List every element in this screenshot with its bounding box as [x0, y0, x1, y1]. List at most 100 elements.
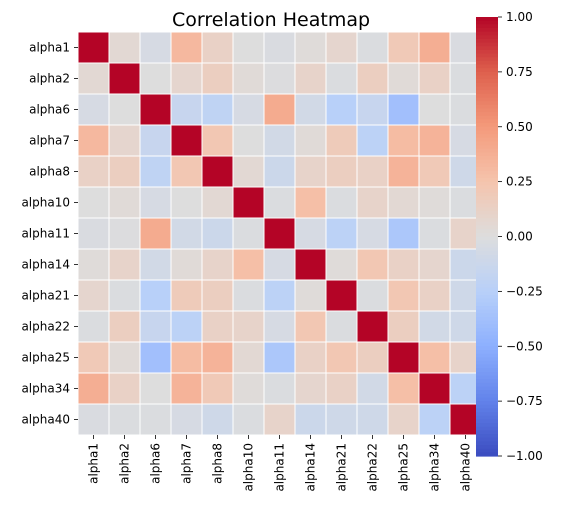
heatmap-cell-alpha7-alpha25 — [387, 124, 420, 157]
heatmap-cell-alpha2-alpha14 — [294, 62, 327, 95]
heatmap-cell-alpha40-alpha7 — [170, 403, 203, 436]
colorbar-segment — [476, 152, 498, 157]
heatmap-cell-alpha25-alpha22 — [356, 341, 389, 374]
colorbar-segment — [476, 240, 498, 245]
colorbar-segment — [476, 419, 498, 424]
heatmap-cell-alpha7-alpha7 — [170, 124, 203, 157]
colorbar-segment — [476, 247, 498, 252]
heatmap-cell-alpha6-alpha14 — [294, 93, 327, 126]
heatmap-cell-alpha8-alpha11 — [263, 155, 296, 188]
heatmap-cell-alpha6-alpha2 — [108, 93, 141, 126]
colorbar-segment — [476, 188, 498, 194]
heatmap-cell-alpha1-alpha8 — [201, 31, 234, 64]
heatmap-cell-alpha14-alpha40 — [449, 248, 482, 281]
heatmap-cell-alpha6-alpha34 — [418, 93, 451, 126]
colorbar-segment — [476, 397, 498, 402]
heatmap-cell-alpha40-alpha25 — [387, 403, 420, 436]
heatmap-cell-alpha10-alpha14 — [294, 186, 327, 219]
x-tick-label-alpha34: alpha34 — [428, 443, 442, 492]
heatmap-cell-alpha14-alpha14 — [294, 248, 327, 281]
colorbar-tick-label: −1.00 — [506, 449, 543, 463]
heatmap-cell-alpha2-alpha11 — [263, 62, 296, 95]
y-tick-label-alpha8: alpha8 — [29, 165, 70, 179]
colorbar-segment — [476, 229, 498, 234]
heatmap-cell-alpha14-alpha34 — [418, 248, 451, 281]
heatmap-cell-alpha25-alpha34 — [418, 341, 451, 374]
y-tick-label-alpha34: alpha34 — [21, 382, 70, 396]
heatmap-cell-alpha22-alpha2 — [108, 310, 141, 343]
colorbar-segment — [476, 368, 498, 373]
colorbar-segment — [476, 214, 498, 219]
y-tick-label-alpha22: alpha22 — [21, 320, 70, 334]
colorbar-segment — [476, 163, 498, 168]
heatmap-cell-alpha21-alpha21 — [325, 279, 358, 312]
colorbar-segment — [476, 104, 498, 110]
heatmap-cell-alpha7-alpha2 — [108, 124, 141, 157]
colorbar-segment — [476, 360, 498, 366]
heatmap-cell-alpha11-alpha8 — [201, 217, 234, 250]
heatmap-cell-alpha7-alpha14 — [294, 124, 327, 157]
heatmap-cell-alpha10-alpha34 — [418, 186, 451, 219]
heatmap-cell-alpha25-alpha25 — [387, 341, 420, 374]
colorbar-segment — [476, 254, 498, 260]
heatmap-cell-alpha22-alpha1 — [77, 310, 110, 343]
heatmap-cell-alpha14-alpha11 — [263, 248, 296, 281]
colorbar-segment — [476, 218, 498, 223]
heatmap-cell-alpha10-alpha11 — [263, 186, 296, 219]
heatmap-cell-alpha8-alpha1 — [77, 155, 110, 188]
heatmap-cell-alpha21-alpha7 — [170, 279, 203, 312]
heatmap-cell-alpha7-alpha1 — [77, 124, 110, 157]
colorbar-segment — [476, 313, 498, 318]
heatmap-cell-alpha21-alpha8 — [201, 279, 234, 312]
colorbar-segment — [476, 338, 498, 344]
heatmap-cell-alpha21-alpha11 — [263, 279, 296, 312]
heatmap-cell-alpha34-alpha14 — [294, 372, 327, 405]
colorbar-segment — [476, 174, 498, 179]
heatmap-cell-alpha6-alpha11 — [263, 93, 296, 126]
heatmap-cell-alpha22-alpha8 — [201, 310, 234, 343]
colorbar-segment — [476, 331, 498, 336]
heatmap-cell-alpha7-alpha8 — [201, 124, 234, 157]
colorbar-segment — [476, 258, 498, 263]
heatmap-cell-alpha40-alpha8 — [201, 403, 234, 436]
colorbar-segment — [476, 156, 498, 161]
heatmap-cell-alpha40-alpha14 — [294, 403, 327, 436]
x-tick-label-alpha22: alpha22 — [366, 443, 380, 492]
heatmap-cell-alpha22-alpha25 — [387, 310, 420, 343]
colorbar-segment — [476, 357, 498, 362]
heatmap-cell-alpha7-alpha34 — [418, 124, 451, 157]
heatmap-cell-alpha2-alpha1 — [77, 62, 110, 95]
colorbar-segment — [476, 20, 498, 25]
colorbar-segment — [476, 185, 498, 190]
colorbar-segment — [476, 353, 498, 358]
colorbar-segment — [476, 68, 498, 73]
heatmap-cell-alpha25-alpha11 — [263, 341, 296, 374]
colorbar-segment — [476, 346, 498, 351]
heatmap-cell-alpha25-alpha14 — [294, 341, 327, 374]
colorbar-tick-label: 0.75 — [506, 65, 533, 79]
heatmap-cell-alpha11-alpha34 — [418, 217, 451, 250]
colorbar-segment — [476, 97, 498, 102]
heatmap-cell-alpha40-alpha22 — [356, 403, 389, 436]
colorbar-segment — [476, 445, 498, 450]
heatmap-cell-alpha14-alpha25 — [387, 248, 420, 281]
heatmap-cell-alpha22-alpha14 — [294, 310, 327, 343]
heatmap-cell-alpha11-alpha25 — [387, 217, 420, 250]
heatmap-cell-alpha34-alpha1 — [77, 372, 110, 405]
heatmap-cell-alpha14-alpha22 — [356, 248, 389, 281]
colorbar-segment — [476, 243, 498, 249]
colorbar-segment — [476, 207, 498, 212]
x-tick-label-alpha21: alpha21 — [335, 443, 349, 492]
colorbar-segment — [476, 298, 498, 303]
heatmap-cell-alpha7-alpha22 — [356, 124, 389, 157]
heatmap-cell-alpha14-alpha6 — [139, 248, 172, 281]
heatmap-cell-alpha22-alpha40 — [449, 310, 482, 343]
colorbar-segment — [476, 426, 498, 431]
colorbar-segment — [476, 79, 498, 84]
heatmap-cell-alpha34-alpha8 — [201, 372, 234, 405]
x-axis-ticks: alpha1 alpha2 alpha6 alpha7 alpha8 alpha10 alp… — [87, 435, 473, 492]
colorbar-segment — [476, 276, 498, 281]
colorbar-segment — [476, 90, 498, 95]
colorbar-segment — [476, 145, 498, 150]
colorbar-tick-label: 0.25 — [506, 175, 533, 189]
